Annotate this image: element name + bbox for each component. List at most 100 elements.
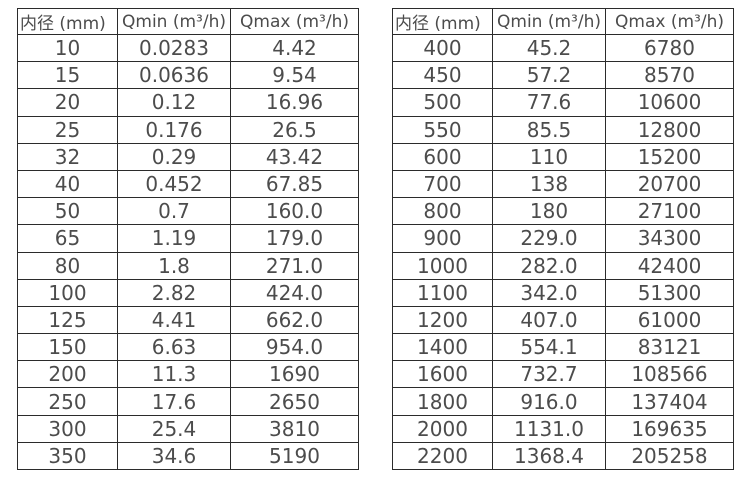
diameter-cell: 250: [17, 387, 118, 416]
qmax-cell: 15200: [605, 142, 734, 171]
qmax-cell: 160.0: [230, 197, 359, 226]
qmin-cell: 0.452: [117, 169, 231, 199]
qmin-cell: 85.5: [492, 115, 606, 144]
qmin-cell: 180: [492, 197, 606, 226]
qmin-cell: 1.8: [117, 251, 231, 280]
qmin-cell: 0.29: [117, 142, 231, 171]
diameter-cell: 700: [392, 169, 493, 199]
qmin-cell: 1131.0: [492, 414, 606, 443]
table-row: 2200 1368.4 205258: [392, 441, 734, 471]
qmax-cell: 43.42: [230, 142, 359, 171]
qmax-cell: 2650: [230, 387, 359, 416]
table-row: 800 180 27100: [392, 197, 734, 226]
qmin-cell: 0.7: [117, 197, 231, 226]
table-row: 200 11.3 1690: [17, 360, 359, 389]
table-row: 250 17.6 2650: [17, 387, 359, 416]
diameter-cell: 40: [17, 169, 118, 199]
table-row: 10 0.0283 4.42: [17, 33, 359, 63]
diameter-cell: 15: [17, 61, 118, 90]
diameter-cell: 25: [17, 115, 118, 144]
table-row: 15 0.0636 9.54: [17, 61, 359, 90]
table-row: 700 138 20700: [392, 169, 734, 199]
diameter-cell: 300: [17, 414, 118, 443]
qmin-cell: 282.0: [492, 251, 606, 280]
table-row: 1600 732.7 108566: [392, 360, 734, 389]
qmax-cell: 1690: [230, 360, 359, 389]
qmin-cell: 34.6: [117, 441, 231, 471]
qmax-cell: 271.0: [230, 251, 359, 280]
table-row: 350 34.6 5190: [17, 441, 359, 471]
column-header-diameter: 内径 (mm): [17, 8, 118, 35]
table-row: 25 0.176 26.5: [17, 115, 359, 144]
qmin-cell: 2.82: [117, 278, 231, 307]
table-row: 32 0.29 43.42: [17, 142, 359, 171]
qmin-cell: 342.0: [492, 278, 606, 307]
qmin-cell: 110: [492, 142, 606, 171]
qmax-cell: 137404: [605, 387, 734, 416]
column-header-diameter: 内径 (mm): [392, 8, 493, 35]
qmin-cell: 11.3: [117, 360, 231, 389]
table-row: 150 6.63 954.0: [17, 333, 359, 362]
table-row: 20 0.12 16.96: [17, 88, 359, 117]
qmin-cell: 77.6: [492, 88, 606, 117]
diameter-cell: 550: [392, 115, 493, 144]
qmin-cell: 0.0636: [117, 61, 231, 90]
qmin-cell: 1368.4: [492, 441, 606, 471]
flow-table-small-diameters: 内径 (mm) Qmin (m³/h) Qmax (m³/h) 10 0.0283 4.4…: [17, 8, 359, 471]
qmax-cell: 42400: [605, 251, 734, 280]
table-row: 1200 407.0 61000: [392, 305, 734, 335]
diameter-cell: 400: [392, 33, 493, 63]
qmax-cell: 4.42: [230, 33, 359, 63]
qmin-cell: 25.4: [117, 414, 231, 443]
qmin-cell: 6.63: [117, 333, 231, 362]
diameter-cell: 32: [17, 142, 118, 171]
qmax-cell: 51300: [605, 278, 734, 307]
header-row: 内径 (mm) Qmin (m³/h) Qmax (m³/h): [392, 8, 734, 35]
diameter-cell: 1800: [392, 387, 493, 416]
qmax-cell: 83121: [605, 333, 734, 362]
qmax-cell: 61000: [605, 305, 734, 335]
diameter-cell: 10: [17, 33, 118, 63]
column-header-qmax: Qmax (m³/h): [230, 8, 359, 35]
table-row: 500 77.6 10600: [392, 88, 734, 117]
table-row: 1100 342.0 51300: [392, 278, 734, 307]
qmax-cell: 5190: [230, 441, 359, 471]
column-header-qmax: Qmax (m³/h): [605, 8, 734, 35]
diameter-cell: 100: [17, 278, 118, 307]
table-row: 2000 1131.0 169635: [392, 414, 734, 443]
qmin-cell: 732.7: [492, 360, 606, 389]
qmax-cell: 20700: [605, 169, 734, 199]
qmin-cell: 407.0: [492, 305, 606, 335]
table-row: 300 25.4 3810: [17, 414, 359, 443]
table-row: 100 2.82 424.0: [17, 278, 359, 307]
qmin-cell: 4.41: [117, 305, 231, 335]
qmax-cell: 12800: [605, 115, 734, 144]
table-row: 1800 916.0 137404: [392, 387, 734, 416]
table-row: 600 110 15200: [392, 142, 734, 171]
diameter-cell: 1000: [392, 251, 493, 280]
diameter-cell: 600: [392, 142, 493, 171]
qmax-cell: 954.0: [230, 333, 359, 362]
qmax-cell: 27100: [605, 197, 734, 226]
qmax-cell: 10600: [605, 88, 734, 117]
qmax-cell: 424.0: [230, 278, 359, 307]
qmax-cell: 34300: [605, 224, 734, 253]
diameter-cell: 1200: [392, 305, 493, 335]
header-row: 内径 (mm) Qmin (m³/h) Qmax (m³/h): [17, 8, 359, 35]
qmin-cell: 916.0: [492, 387, 606, 416]
table-row: 550 85.5 12800: [392, 115, 734, 144]
table-row: 1000 282.0 42400: [392, 251, 734, 280]
qmax-cell: 169635: [605, 414, 734, 443]
qmin-cell: 57.2: [492, 61, 606, 90]
qmax-cell: 67.85: [230, 169, 359, 199]
diameter-cell: 2200: [392, 441, 493, 471]
diameter-cell: 900: [392, 224, 493, 253]
qmin-cell: 0.0283: [117, 33, 231, 63]
qmin-cell: 554.1: [492, 333, 606, 362]
table-row: 400 45.2 6780: [392, 33, 734, 63]
qmax-cell: 9.54: [230, 61, 359, 90]
table-row: 450 57.2 8570: [392, 61, 734, 90]
diameter-cell: 2000: [392, 414, 493, 443]
qmin-cell: 45.2: [492, 33, 606, 63]
diameter-cell: 125: [17, 305, 118, 335]
